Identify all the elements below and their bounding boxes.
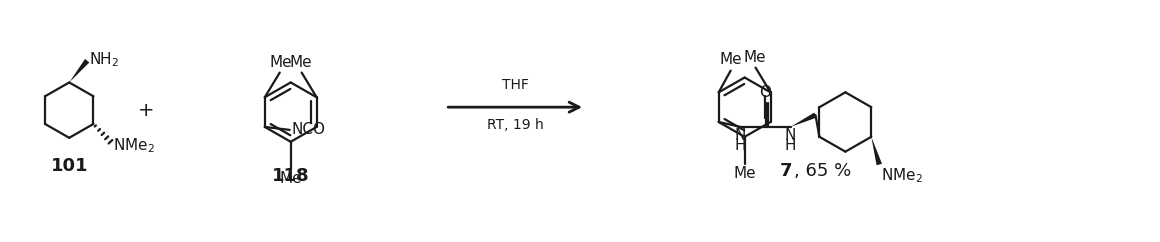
Text: NMe$_2$: NMe$_2$ [114, 136, 155, 155]
Text: O: O [760, 85, 771, 100]
Text: RT, 19 h: RT, 19 h [487, 118, 544, 132]
Text: H: H [735, 138, 746, 153]
Polygon shape [871, 137, 882, 165]
Polygon shape [790, 113, 817, 127]
Text: +: + [138, 101, 154, 120]
Text: 7: 7 [780, 162, 792, 181]
Text: , 65 %: , 65 % [795, 162, 851, 181]
Text: NMe$_2$: NMe$_2$ [880, 166, 922, 185]
Text: Me: Me [289, 55, 312, 70]
Text: Me: Me [733, 166, 756, 182]
Text: N: N [785, 128, 796, 143]
Text: NCO: NCO [291, 122, 325, 137]
Text: Me: Me [269, 55, 292, 70]
Text: H: H [785, 138, 796, 153]
Polygon shape [70, 59, 89, 83]
Text: NH$_2$: NH$_2$ [88, 50, 118, 69]
Text: Me: Me [280, 171, 302, 186]
Text: Me: Me [719, 52, 742, 67]
Text: 118: 118 [271, 167, 310, 185]
Text: THF: THF [502, 78, 529, 92]
Text: 101: 101 [51, 158, 88, 175]
Text: Me: Me [744, 50, 766, 65]
Text: N: N [735, 128, 746, 143]
